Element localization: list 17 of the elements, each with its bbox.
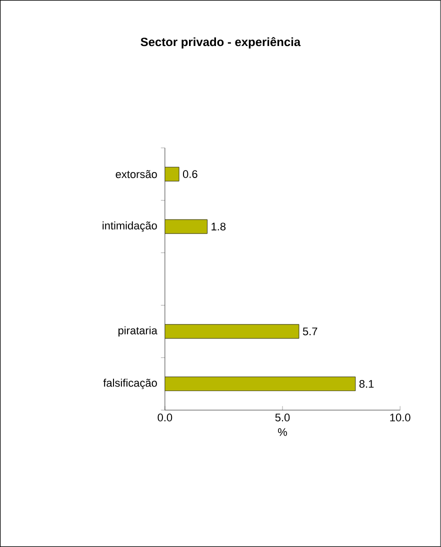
bar [164, 324, 300, 339]
y-tick-label: pirataria [118, 326, 158, 337]
data-label: 5.7 [302, 328, 318, 336]
y-tick-label: extorsão [116, 170, 157, 178]
bar [164, 219, 208, 234]
x-tick-label: 10.0 [390, 414, 410, 422]
bar [164, 166, 180, 182]
x-axis-title: % [278, 428, 288, 436]
y-tick-label: falsificação [103, 378, 157, 390]
data-label: 1.8 [212, 222, 226, 230]
bar [164, 376, 356, 392]
x-tick-label: 5.0 [275, 414, 290, 422]
data-label: 0.6 [183, 170, 198, 178]
chart-title: Sector privado - experiência [140, 37, 301, 49]
y-tick-label: intimidação [102, 221, 157, 232]
x-tick-label: 0.0 [158, 414, 172, 422]
data-label: 8.1 [359, 380, 374, 388]
